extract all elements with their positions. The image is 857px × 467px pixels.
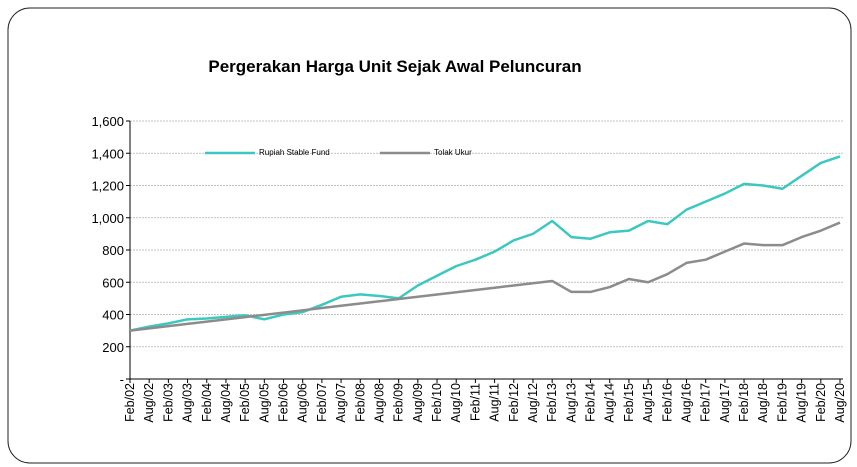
x-tick-label: Feb/16	[660, 383, 674, 422]
x-tick-label: Aug/14	[603, 383, 617, 423]
x-tick-label: Feb/02	[123, 383, 137, 422]
x-tick-label: Feb/14	[584, 383, 598, 422]
y-tick-label: 1,200	[91, 179, 124, 194]
x-tick-label: Feb/15	[622, 383, 636, 422]
y-tick-label: 1,400	[91, 146, 124, 161]
x-tick-label: Aug/15	[641, 383, 655, 423]
x-tick-label: Feb/07	[315, 383, 329, 422]
frame	[7, 7, 852, 464]
x-tick-label: Feb/03	[161, 383, 175, 422]
x-tick-label: Aug/04	[219, 383, 233, 423]
x-tick-label: Aug/10	[449, 383, 463, 423]
x-tick-label: Aug/03	[181, 383, 195, 423]
x-tick-label: Aug/02	[142, 383, 156, 423]
x-tick-label: Aug/05	[257, 383, 271, 423]
x-tick-label: Aug/06	[296, 383, 310, 423]
y-tick-label: 200	[102, 340, 124, 355]
x-tick-label: Aug/12	[526, 383, 540, 423]
x-tick-label: Aug/13	[564, 383, 578, 423]
x-tick-label: Aug/08	[372, 383, 386, 423]
series-line	[129, 221, 841, 332]
x-tick-label: Aug/11	[488, 383, 502, 422]
x-tick-label: Feb/18	[737, 383, 751, 422]
x-tick-label: Feb/08	[353, 383, 367, 422]
x-tick-label: Aug/17	[718, 383, 732, 423]
y-tick-label: 800	[102, 243, 124, 258]
chart-title: Pergerakan Harga Unit Sejak Awal Peluncu…	[208, 57, 581, 76]
x-tick-label: Aug/18	[756, 383, 770, 423]
y-tick-label: 1,600	[91, 114, 124, 129]
x-tick-label: Feb/12	[507, 383, 521, 422]
x-tick-label: Feb/17	[699, 383, 713, 422]
x-tick-label: Feb/10	[430, 383, 444, 422]
y-tick-label: 400	[102, 308, 124, 323]
x-tick-label: Feb/06	[277, 383, 291, 422]
legend-label: Rupiah Stable Fund	[259, 148, 330, 157]
x-tick-label: Feb/19	[775, 383, 789, 422]
x-tick-label: Aug/16	[679, 383, 693, 423]
x-tick-label: Feb/04	[200, 383, 214, 422]
y-tick-label: 1,000	[91, 211, 124, 226]
x-tick-label: Aug/20	[833, 383, 847, 423]
x-tick-label: Aug/19	[795, 383, 809, 423]
y-tick-label: -	[120, 372, 124, 387]
x-tick-label: Feb/05	[238, 383, 252, 422]
x-tick-label: Feb/20	[814, 383, 828, 422]
x-tick-label: Feb/11	[468, 383, 482, 421]
legend-label: Tolak Ukur	[434, 148, 472, 157]
y-tick-label: 600	[102, 275, 124, 290]
x-tick-label: Feb/09	[392, 383, 406, 422]
x-tick-label: Aug/09	[411, 383, 425, 423]
x-tick-label: Aug/07	[334, 383, 348, 423]
x-tick-label: Feb/13	[545, 383, 559, 422]
